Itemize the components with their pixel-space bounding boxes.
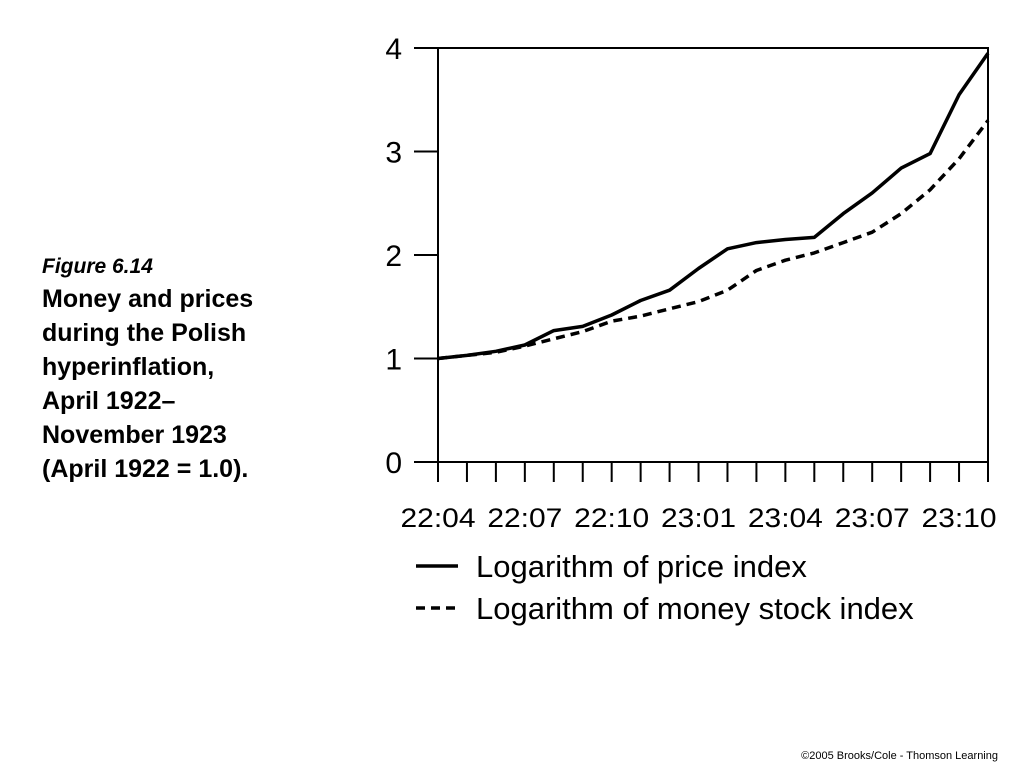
- y-tick-label: 3: [385, 137, 402, 170]
- x-tick-label: 22:07: [487, 503, 562, 533]
- figure-title-line: hyperinflation,: [42, 353, 215, 381]
- figure-title: Money and prices during the Polish hyper…: [42, 282, 362, 486]
- price-index-line: [437, 52, 990, 361]
- x-tick-label: 23:04: [748, 503, 823, 533]
- figure-title-line: during the Polish: [42, 319, 247, 347]
- figure-title-line: (April 1922 = 1.0).: [42, 455, 249, 483]
- chart-ticks: 0 1 2 3 4 22:04 22:07 22:10 23:01 23:04 23:07 23:10: [385, 33, 996, 533]
- x-tick-label: 22:04: [401, 503, 476, 533]
- figure-title-line: November 1923: [42, 421, 227, 449]
- money-stock-line: [437, 119, 990, 361]
- copyright-notice: ©2005 Brooks/Cole - Thomson Learning: [801, 750, 998, 762]
- legend-label: Logarithm of money stock index: [476, 591, 914, 626]
- figure-title-line: Money and prices: [42, 285, 254, 313]
- y-tick-label: 0: [385, 447, 402, 480]
- figure-caption: Figure 6.14 Money and prices during the …: [42, 252, 362, 486]
- figure-title-line: April 1922–: [42, 387, 176, 415]
- x-tick-label: 22:10: [574, 503, 649, 533]
- chart-axes: [437, 47, 989, 463]
- plot-frame: [437, 47, 989, 463]
- figure-label: Figure 6.14: [42, 255, 153, 278]
- y-tick-label: 2: [385, 240, 402, 273]
- y-tick-label: 4: [385, 33, 402, 66]
- x-tick-label: 23:01: [661, 503, 736, 533]
- y-tick-label: 1: [385, 344, 402, 377]
- x-tick-label: 23:10: [922, 503, 997, 533]
- chart-legend: Logarithm of price index Logarithm of mon…: [416, 549, 914, 626]
- chart-series: [437, 52, 990, 361]
- x-tick-label: 23:07: [835, 503, 910, 533]
- legend-label: Logarithm of price index: [476, 549, 807, 584]
